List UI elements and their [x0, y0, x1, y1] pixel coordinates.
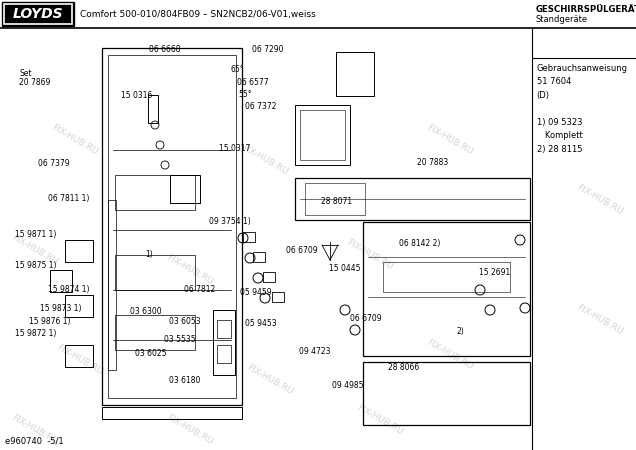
Bar [115, 175, 195, 210]
Text: 15 2691: 15 2691 [479, 268, 510, 277]
Text: 06 7812: 06 7812 [184, 285, 216, 294]
Text: 15 9876 1): 15 9876 1) [29, 317, 70, 326]
Text: 20 7869: 20 7869 [19, 78, 50, 87]
Text: 06 8142 2): 06 8142 2) [399, 238, 440, 248]
Text: FIX-HUB.RU: FIX-HUB.RU [576, 183, 625, 217]
Text: Standgeräte: Standgeräte [536, 15, 588, 24]
Text: 03 6053: 03 6053 [169, 317, 200, 326]
Text: 06 7379: 06 7379 [38, 159, 70, 168]
Text: 15 9871 1): 15 9871 1) [15, 230, 57, 238]
Bar [0, 0, 636, 28]
Text: 09 4723: 09 4723 [299, 346, 331, 356]
Text: FIX-HUB.RU: FIX-HUB.RU [50, 123, 100, 157]
Text: FIX-HUB.RU: FIX-HUB.RU [425, 338, 474, 372]
Text: FIX-HUB.RU: FIX-HUB.RU [165, 413, 214, 447]
Bar [170, 175, 200, 203]
Bar [272, 292, 284, 302]
Text: FIX-HUB.RU: FIX-HUB.RU [345, 238, 394, 272]
Bar [305, 183, 365, 215]
Text: 28 8066: 28 8066 [388, 363, 419, 372]
Text: 06 6577: 06 6577 [237, 78, 269, 87]
Bar [336, 52, 374, 96]
Text: FIX-HUB.RU: FIX-HUB.RU [356, 403, 404, 437]
Bar [65, 345, 93, 367]
Text: FIX-HUB.RU: FIX-HUB.RU [245, 363, 294, 397]
Bar [115, 255, 195, 290]
Text: 28 8071: 28 8071 [321, 197, 352, 206]
Text: 06 6709: 06 6709 [286, 246, 318, 255]
Text: 15 9873 1): 15 9873 1) [40, 304, 81, 313]
Bar [65, 240, 93, 262]
Bar [4, 4, 72, 24]
Text: 2) 28 8115: 2) 28 8115 [537, 145, 582, 154]
Text: FIX-HUB.RU: FIX-HUB.RU [576, 303, 625, 337]
Bar [65, 295, 93, 317]
Text: Komplett: Komplett [537, 131, 583, 140]
Bar [108, 55, 236, 398]
Bar [295, 178, 530, 220]
Bar [50, 270, 72, 292]
Text: 09 4985: 09 4985 [332, 381, 364, 390]
Bar [217, 345, 231, 363]
Text: GESCHIRRSPÜLGERÄTE: GESCHIRRSPÜLGERÄTE [536, 5, 636, 14]
Bar [102, 407, 242, 419]
Text: 03 6300: 03 6300 [130, 307, 162, 316]
Text: Set: Set [19, 69, 32, 78]
Text: 03 6025: 03 6025 [135, 349, 167, 358]
Text: LOYDS: LOYDS [13, 7, 64, 21]
Bar [108, 200, 116, 370]
Text: 05 9453: 05 9453 [245, 320, 277, 328]
Bar [263, 272, 275, 282]
Text: 05 9459: 05 9459 [240, 288, 272, 297]
Text: 03 5535: 03 5535 [164, 335, 196, 344]
Text: 15 9872 1): 15 9872 1) [15, 329, 57, 338]
Text: 1) 09 5323: 1) 09 5323 [537, 118, 582, 127]
Text: 15 9874 1): 15 9874 1) [48, 285, 89, 294]
Text: 06 6668: 06 6668 [149, 45, 181, 54]
Text: FIX-HUB.RU: FIX-HUB.RU [10, 233, 60, 267]
Text: 06 7811 1): 06 7811 1) [48, 194, 89, 202]
Bar [148, 95, 158, 123]
Text: 15 9875 1): 15 9875 1) [15, 261, 57, 270]
Text: 51 7604: 51 7604 [537, 77, 571, 86]
Text: 06 7372: 06 7372 [245, 102, 277, 111]
Bar [363, 362, 530, 425]
Text: e960740  -5/1: e960740 -5/1 [5, 436, 64, 445]
Bar [217, 320, 231, 338]
Text: 15 0317: 15 0317 [219, 144, 251, 153]
Bar [295, 105, 350, 165]
Text: 1): 1) [145, 250, 153, 259]
Text: 65°: 65° [231, 65, 244, 74]
Bar [213, 310, 235, 375]
Bar [363, 222, 530, 356]
Text: 20 7883: 20 7883 [417, 158, 448, 167]
Bar [115, 315, 195, 350]
Text: 2): 2) [457, 327, 464, 336]
Text: (D): (D) [537, 91, 550, 100]
Bar [102, 48, 242, 405]
Text: FIX-HUB.RU: FIX-HUB.RU [55, 343, 104, 377]
Text: 09 3754 1): 09 3754 1) [209, 217, 251, 226]
Bar [300, 110, 345, 160]
Text: 06 7290: 06 7290 [252, 45, 284, 54]
Text: 06 6709: 06 6709 [350, 314, 382, 323]
Text: Gebrauchsanweisung: Gebrauchsanweisung [537, 64, 628, 73]
Bar [243, 232, 255, 242]
Text: 03 6180: 03 6180 [169, 376, 200, 385]
Bar [2, 2, 74, 26]
Bar [383, 262, 510, 292]
Text: 15 0445: 15 0445 [329, 264, 361, 273]
Text: FIX-HUB.RU: FIX-HUB.RU [165, 253, 214, 287]
Text: FIX-HUB.RU: FIX-HUB.RU [10, 413, 60, 447]
Text: FIX-HUB.RU: FIX-HUB.RU [240, 143, 289, 177]
Text: 55°: 55° [238, 90, 252, 99]
Bar [253, 252, 265, 262]
Text: 15 0316: 15 0316 [121, 91, 152, 100]
Text: FIX-HUB.RU: FIX-HUB.RU [425, 123, 474, 157]
Text: Comfort 500-010/804FB09 – SN2NCB2/06-V01,weiss: Comfort 500-010/804FB09 – SN2NCB2/06-V01… [80, 9, 315, 18]
